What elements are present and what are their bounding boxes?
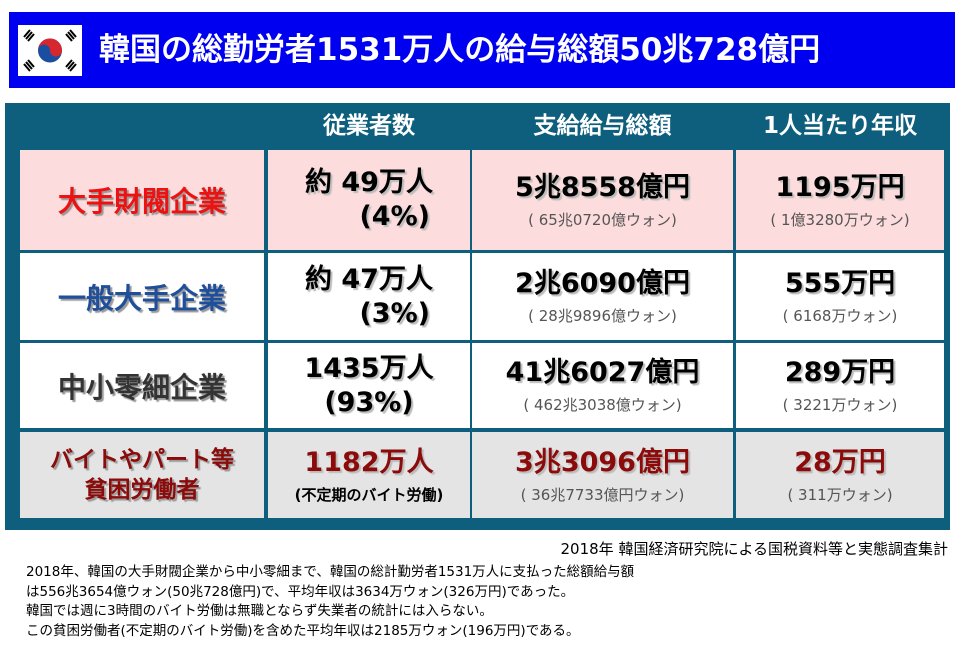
notes: 2018年、韓国の大手財閥企業から中小零細まで、韓国の総計勤労者1531万人に支…	[26, 563, 634, 641]
south-korea-flag-icon	[18, 25, 82, 76]
employees-cell: 約 47万人 (3%)	[268, 253, 470, 340]
total-value: 3兆3096億円	[515, 446, 690, 478]
employees-cell: 1182万人 (不定期のバイト労働)	[268, 432, 470, 518]
total-cell: 2兆6090億円 ( 28兆9896億ウォン)	[472, 253, 733, 340]
employees-cell: 約 49万人 (4%)	[268, 150, 470, 250]
income-cell: 1195万円 ( 1億3280万ウォン)	[736, 150, 944, 250]
income-cell: 555万円 ( 6168万ウォン)	[736, 253, 944, 340]
note-line: この貧困労働者(不定期のバイト労働)を含めた平均年収は2185万ウォン(196万…	[26, 622, 580, 639]
row-label: 中小零細企業	[57, 370, 226, 404]
employees-share: (4%)	[359, 201, 430, 232]
income-value: 1195万円	[775, 171, 905, 203]
total-value: 41兆6027億円	[505, 357, 700, 388]
row-label-line1: バイトやパート等	[50, 447, 234, 473]
note-line: 韓国では週に3時間のバイト労働は無職とならず失業者の統計には入らない。	[26, 603, 493, 619]
source-note: 2018年 韓国経済研究院による国税資料等と実態調査集計	[560, 540, 949, 558]
employees-cell: 1435万人 (93%)	[268, 343, 470, 428]
employees-value: 約 47万人	[305, 263, 433, 295]
income-value: 28万円	[794, 446, 886, 478]
employees-value: 1435万人	[304, 352, 434, 384]
title-bar: 韓国の総勤労者1531万人の給与総額50兆728億円	[9, 12, 955, 88]
income-value: 289万円	[784, 357, 896, 388]
total-cell: 41兆6027億円 ( 462兆3038億ウォン)	[472, 343, 733, 428]
row-label-cell: バイトやパート等 貧困労働者	[20, 432, 264, 518]
income-won: ( 1億3280万ウォン)	[770, 210, 910, 229]
row-label-cell: 一般大手企業	[20, 253, 264, 340]
total-cell: 3兆3096億円 ( 36兆7733億円ウォン)	[472, 432, 733, 518]
total-value: 2兆6090億円	[515, 268, 690, 299]
note-line: 2018年、韓国の大手財閥企業から中小零細まで、韓国の総計勤労者1531万人に支…	[26, 564, 635, 580]
row-label-cell: 中小零細企業	[20, 343, 264, 428]
total-won: ( 65兆0720億ウォン)	[528, 210, 677, 229]
total-won: ( 28兆9896億ウォン)	[528, 307, 677, 325]
row-label-cell: 大手財閥企業	[20, 150, 264, 250]
total-won: ( 36兆7733億円ウォン)	[520, 485, 685, 504]
header-annual-income: 1人当たり年収	[762, 113, 917, 139]
total-won: ( 462兆3038億ウォン)	[523, 396, 682, 414]
income-won: ( 6168万ウォン)	[782, 307, 898, 325]
income-cell: 28万円 ( 311万ウォン)	[736, 432, 944, 518]
employees-note: (不定期のバイト労働)	[294, 485, 444, 504]
employees-share: (93%)	[324, 386, 414, 418]
header-total-salary: 支給給与総額	[533, 113, 672, 139]
total-value: 5兆8558億円	[515, 171, 690, 203]
page-title: 韓国の総勤労者1531万人の給与総額50兆728億円	[99, 32, 821, 68]
header-employees: 従業者数	[323, 113, 415, 139]
employees-value: 1182万人	[304, 446, 434, 478]
total-cell: 5兆8558億円 ( 65兆0720億ウォン)	[472, 150, 733, 250]
employees-share: (3%)	[359, 297, 430, 329]
income-won: ( 3221万ウォン)	[782, 396, 898, 414]
employees-value: 約 49万人	[305, 167, 433, 198]
row-label: 大手財閥企業	[57, 185, 226, 218]
income-value: 555万円	[784, 268, 896, 299]
income-cell: 289万円 ( 3221万ウォン)	[736, 343, 944, 428]
row-label: 一般大手企業	[57, 281, 226, 315]
note-line: は556兆3654億ウォン(50兆728億円)で、平均年収は3634万ウォン(3…	[26, 583, 575, 600]
row-label-line2: 貧困労働者	[84, 477, 200, 503]
salary-table: 従業者数 支給給与総額 1人当たり年収 大手財閥企業 約 49万人 (4%) 5…	[5, 103, 950, 530]
income-won: ( 311万ウォン)	[787, 485, 893, 504]
